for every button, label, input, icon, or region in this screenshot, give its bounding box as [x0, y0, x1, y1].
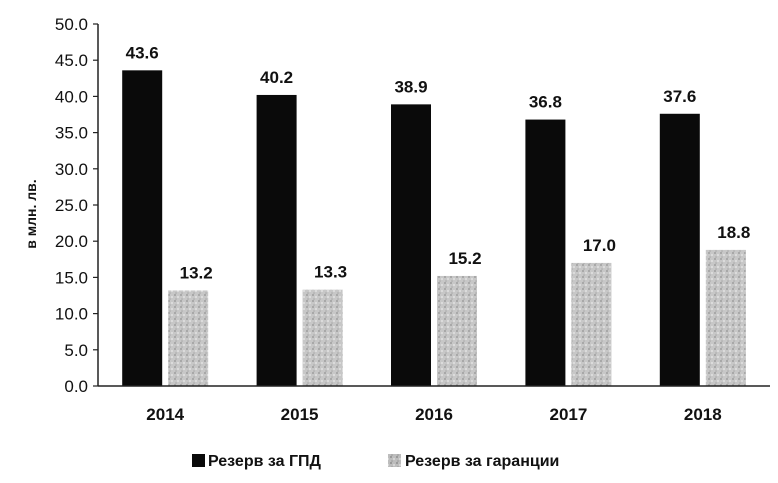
- x-axis: 2014 2015 2016 2017 2018: [98, 385, 770, 424]
- bar-gpd-2018: [659, 113, 700, 386]
- x-tick-label-2018: 2018: [684, 405, 722, 424]
- y-tick-label: 35.0: [55, 124, 88, 143]
- legend-swatch-gpd: [192, 454, 205, 467]
- y-tick-label: 30.0: [55, 160, 88, 179]
- bars: [122, 70, 746, 387]
- bar-guarantees-2015: [302, 289, 343, 386]
- bar-gpd-2016: [391, 104, 431, 386]
- y-axis: 0.0 5.0 10.0 15.0 20.0 25.0 30.0 35.0 40.0 45.0 50…: [55, 15, 99, 396]
- y-tick-label: 10.0: [55, 305, 88, 324]
- bar-guarantees-2017: [571, 262, 612, 386]
- y-tick-label: 50.0: [55, 15, 88, 34]
- legend-label-guarantees: Резерв за гаранции: [405, 453, 559, 470]
- x-tick-label-2016: 2016: [415, 405, 453, 424]
- data-labels: 43.6 13.2 40.2 13.3 38.9 15.2 36.8 17.0 37.6 18.8: [126, 43, 751, 282]
- data-label-gpd-2017: 36.8: [529, 93, 562, 112]
- data-label-gpd-2016: 38.9: [394, 77, 427, 96]
- y-tick-label: 0.0: [64, 377, 88, 396]
- data-label-gpd-2015: 40.2: [260, 68, 293, 87]
- y-tick-label: 40.0: [55, 87, 88, 106]
- bar-guarantees-2016: [437, 275, 477, 386]
- y-tick-label: 20.0: [55, 232, 88, 251]
- y-tick-label: 15.0: [55, 268, 88, 287]
- data-label-guarantees-2018: 18.8: [717, 223, 750, 242]
- bar-guarantees-2014: [168, 290, 209, 386]
- x-tick-label-2017: 2017: [549, 405, 587, 424]
- data-label-guarantees-2014: 13.2: [180, 263, 213, 282]
- x-tick-label-2015: 2015: [281, 405, 319, 424]
- bar-gpd-2015: [256, 94, 297, 387]
- y-axis-title: в млн. лв.: [23, 179, 39, 248]
- y-tick-label: 45.0: [55, 51, 88, 70]
- bar-gpd-2017: [525, 119, 566, 387]
- x-tick-label-2014: 2014: [146, 405, 184, 424]
- bar-gpd-2014: [122, 70, 163, 386]
- data-label-gpd-2014: 43.6: [126, 43, 159, 62]
- data-label-gpd-2018: 37.6: [663, 87, 696, 106]
- y-tick-label: 25.0: [55, 196, 88, 215]
- legend-label-gpd: Резерв за ГПД: [208, 453, 322, 470]
- data-label-guarantees-2016: 15.2: [448, 249, 481, 268]
- legend: Резерв за ГПД Резерв за гаранции: [192, 453, 559, 470]
- data-label-guarantees-2017: 17.0: [583, 236, 616, 255]
- y-tick-label: 5.0: [64, 341, 88, 360]
- legend-swatch-guarantees: [388, 454, 401, 467]
- data-label-guarantees-2015: 13.3: [314, 263, 347, 282]
- bar-guarantees-2018: [705, 249, 746, 386]
